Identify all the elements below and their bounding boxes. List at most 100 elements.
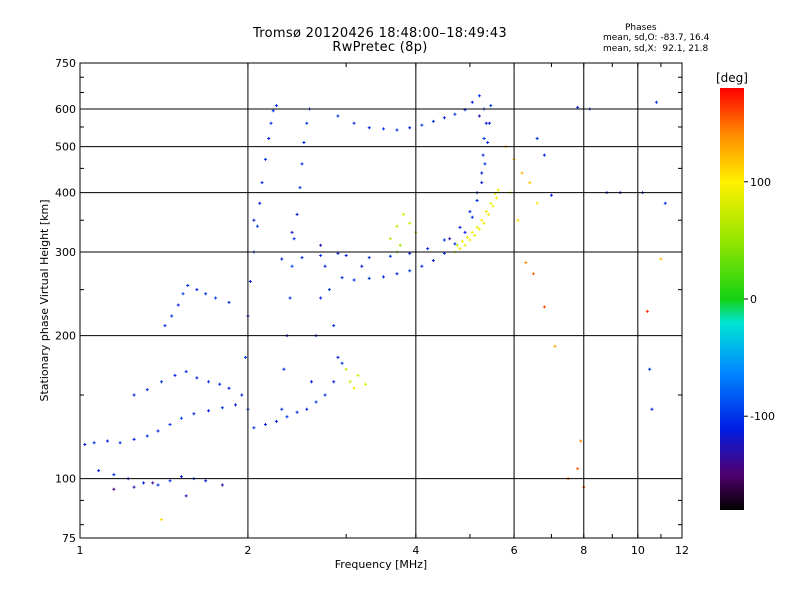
scatter-point (468, 238, 472, 242)
scatter-point (480, 171, 484, 175)
scatter-point (470, 100, 474, 104)
scatter-point (408, 269, 412, 273)
plot-frame (79, 62, 683, 539)
scatter-point (160, 380, 164, 384)
scatter-point (207, 380, 211, 384)
scatter-point (220, 406, 224, 410)
x-tick-label: 6 (511, 544, 518, 557)
scatter-point (442, 116, 446, 120)
plot-area (80, 63, 682, 538)
scatter-point (542, 305, 546, 309)
scatter-point (309, 380, 313, 384)
scatter-point (336, 355, 340, 359)
scatter-point (163, 324, 167, 328)
scatter-point (431, 258, 435, 262)
scatter-point (263, 157, 267, 161)
scatter-point (576, 105, 580, 109)
colorbar-gradient (720, 88, 744, 510)
scatter-point (401, 212, 405, 216)
scatter-point (458, 225, 462, 229)
scatter-point (184, 370, 188, 374)
x-tick-label: 1 (77, 544, 84, 557)
scatter-point (132, 485, 136, 489)
phases-line-o: mean, sd,O: -83.7, 16.4 (603, 33, 710, 43)
scatter-point (181, 292, 185, 296)
y-tick-label: 75 (62, 532, 76, 545)
scatter-point (654, 100, 658, 104)
scatter-point (132, 393, 136, 397)
scatter-point (145, 388, 149, 392)
colorbar-tick-label: 0 (750, 293, 757, 306)
scatter-point (486, 141, 490, 145)
chart-title: Tromsø 20120426 18:48:00–18:49:43 (252, 26, 508, 41)
colorbar-tick-label: 100 (750, 176, 771, 189)
scatter-point (448, 237, 452, 241)
scatter-point (323, 264, 327, 268)
scatter-point (214, 296, 218, 300)
scatter-point (398, 243, 402, 247)
x-axis-label: Frequency [MHz] (335, 558, 427, 571)
scatter-point (302, 141, 306, 145)
scatter-point (663, 201, 667, 205)
scatter-point (480, 181, 484, 185)
y-tick-label: 400 (55, 187, 76, 200)
scatter-point (145, 434, 149, 438)
scatter-point (549, 193, 553, 197)
y-axis-label: Stationary phase Virtual Height [km] (38, 199, 51, 401)
scatter-point (483, 162, 487, 166)
scatter-point (179, 475, 183, 479)
scatter-point (367, 276, 371, 280)
scatter-point (524, 261, 528, 265)
scatter-point (475, 225, 479, 229)
scatter-point (332, 380, 336, 384)
scatter-point (285, 415, 289, 419)
scatter-point (156, 429, 160, 433)
scatter-point (340, 276, 344, 280)
scatter-point (356, 373, 360, 377)
plot-background (80, 63, 682, 538)
scatter-point (269, 121, 273, 125)
scatter-point (453, 242, 457, 246)
scatter-point (487, 212, 491, 216)
scatter-point (455, 243, 459, 247)
scatter-point (408, 126, 412, 130)
scatter-point (233, 403, 237, 407)
y-tick-label: 200 (55, 330, 76, 343)
scatter-point (292, 237, 296, 241)
scatter-point (195, 288, 199, 292)
scatter-point (420, 123, 424, 127)
scatter-point (305, 121, 309, 125)
scatter-point (352, 121, 356, 125)
scatter-point (176, 303, 180, 307)
scatter-point (327, 288, 331, 292)
chart-subtitle: RwPretec (8p) (332, 40, 428, 55)
scatter-point (431, 119, 435, 123)
scatter-point (252, 426, 256, 430)
x-tick-label: 2 (244, 544, 251, 557)
scatter-point (192, 412, 196, 416)
scatter-point (105, 439, 109, 443)
scatter-point (458, 247, 462, 251)
scatter-point (553, 344, 557, 348)
scatter-point (535, 137, 539, 141)
scatter-point (648, 367, 652, 371)
scatter-point (395, 128, 399, 132)
scatter-point (494, 196, 498, 200)
scatter-point (220, 483, 224, 487)
scatter-point (491, 204, 495, 208)
scatter-point (420, 264, 424, 268)
scatter-point (344, 253, 348, 257)
scatter-point (381, 127, 385, 131)
scatter-point (248, 280, 252, 284)
y-tick-label: 500 (55, 141, 76, 154)
x-tick-label: 4 (412, 544, 419, 557)
scatter-point (305, 407, 309, 411)
scatter-point (282, 367, 286, 371)
scatter-point (132, 437, 136, 441)
scatter-point (484, 121, 488, 125)
scatter-point (227, 300, 231, 304)
scatter-point (453, 112, 457, 116)
scatter-point (258, 201, 262, 205)
scatter-point (489, 201, 493, 205)
